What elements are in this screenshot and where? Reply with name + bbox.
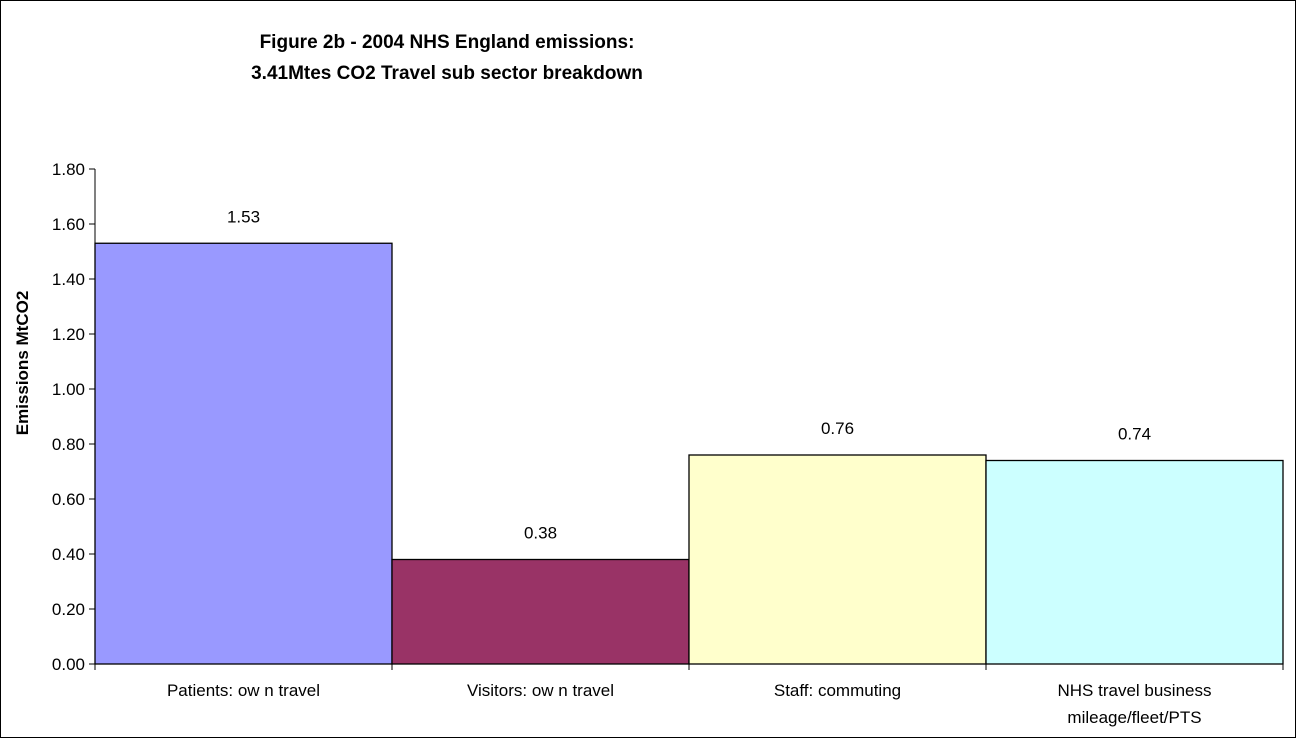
bar-value-label: 0.74 (1118, 425, 1151, 444)
chart-title-line-1: Figure 2b - 2004 NHS England emissions: (260, 32, 635, 53)
category-labels: Patients: ow n travel Visitors: ow n trav… (167, 681, 1212, 727)
bar-value-label: 0.76 (821, 419, 854, 438)
category-label: Staff: commuting (774, 681, 901, 700)
y-tick-label: 1.80 (52, 160, 85, 179)
category-label: mileage/fleet/PTS (1067, 708, 1201, 727)
data-labels: 1.53 0.38 0.76 0.74 (227, 207, 1151, 542)
bar (985, 459, 1284, 665)
y-tick-label: 1.60 (52, 215, 85, 234)
y-tick-label: 0.40 (52, 545, 85, 564)
y-tick-label: 0.00 (52, 655, 85, 674)
category-label: Patients: ow n travel (167, 681, 320, 700)
bar (688, 454, 987, 665)
bar (391, 558, 690, 665)
category-label: NHS travel business (1057, 681, 1211, 700)
bar-value-label: 1.53 (227, 207, 260, 226)
bars (94, 242, 1284, 665)
bar-value-label: 0.38 (524, 524, 557, 543)
y-tick-label: 0.80 (52, 435, 85, 454)
y-tick-label: 1.00 (52, 380, 85, 399)
y-tick-label: 1.20 (52, 325, 85, 344)
y-tick-label: 1.40 (52, 270, 85, 289)
chart-title: Figure 2b - 2004 NHS England emissions: … (251, 32, 643, 84)
y-tick-label: 0.60 (52, 490, 85, 509)
chart-title-line-2: 3.41Mtes CO2 Travel sub sector breakdown (251, 63, 643, 84)
y-axis-label: Emissions MtCO2 (13, 291, 32, 436)
y-axis-ticks: 0.00 0.20 0.40 0.60 0.80 1.00 1.20 1.40 1.60 1.80 (52, 160, 95, 674)
x-axis-ticks (94, 664, 1284, 670)
category-label: Visitors: ow n travel (467, 681, 614, 700)
y-tick-label: 0.20 (52, 600, 85, 619)
bar (94, 242, 393, 665)
